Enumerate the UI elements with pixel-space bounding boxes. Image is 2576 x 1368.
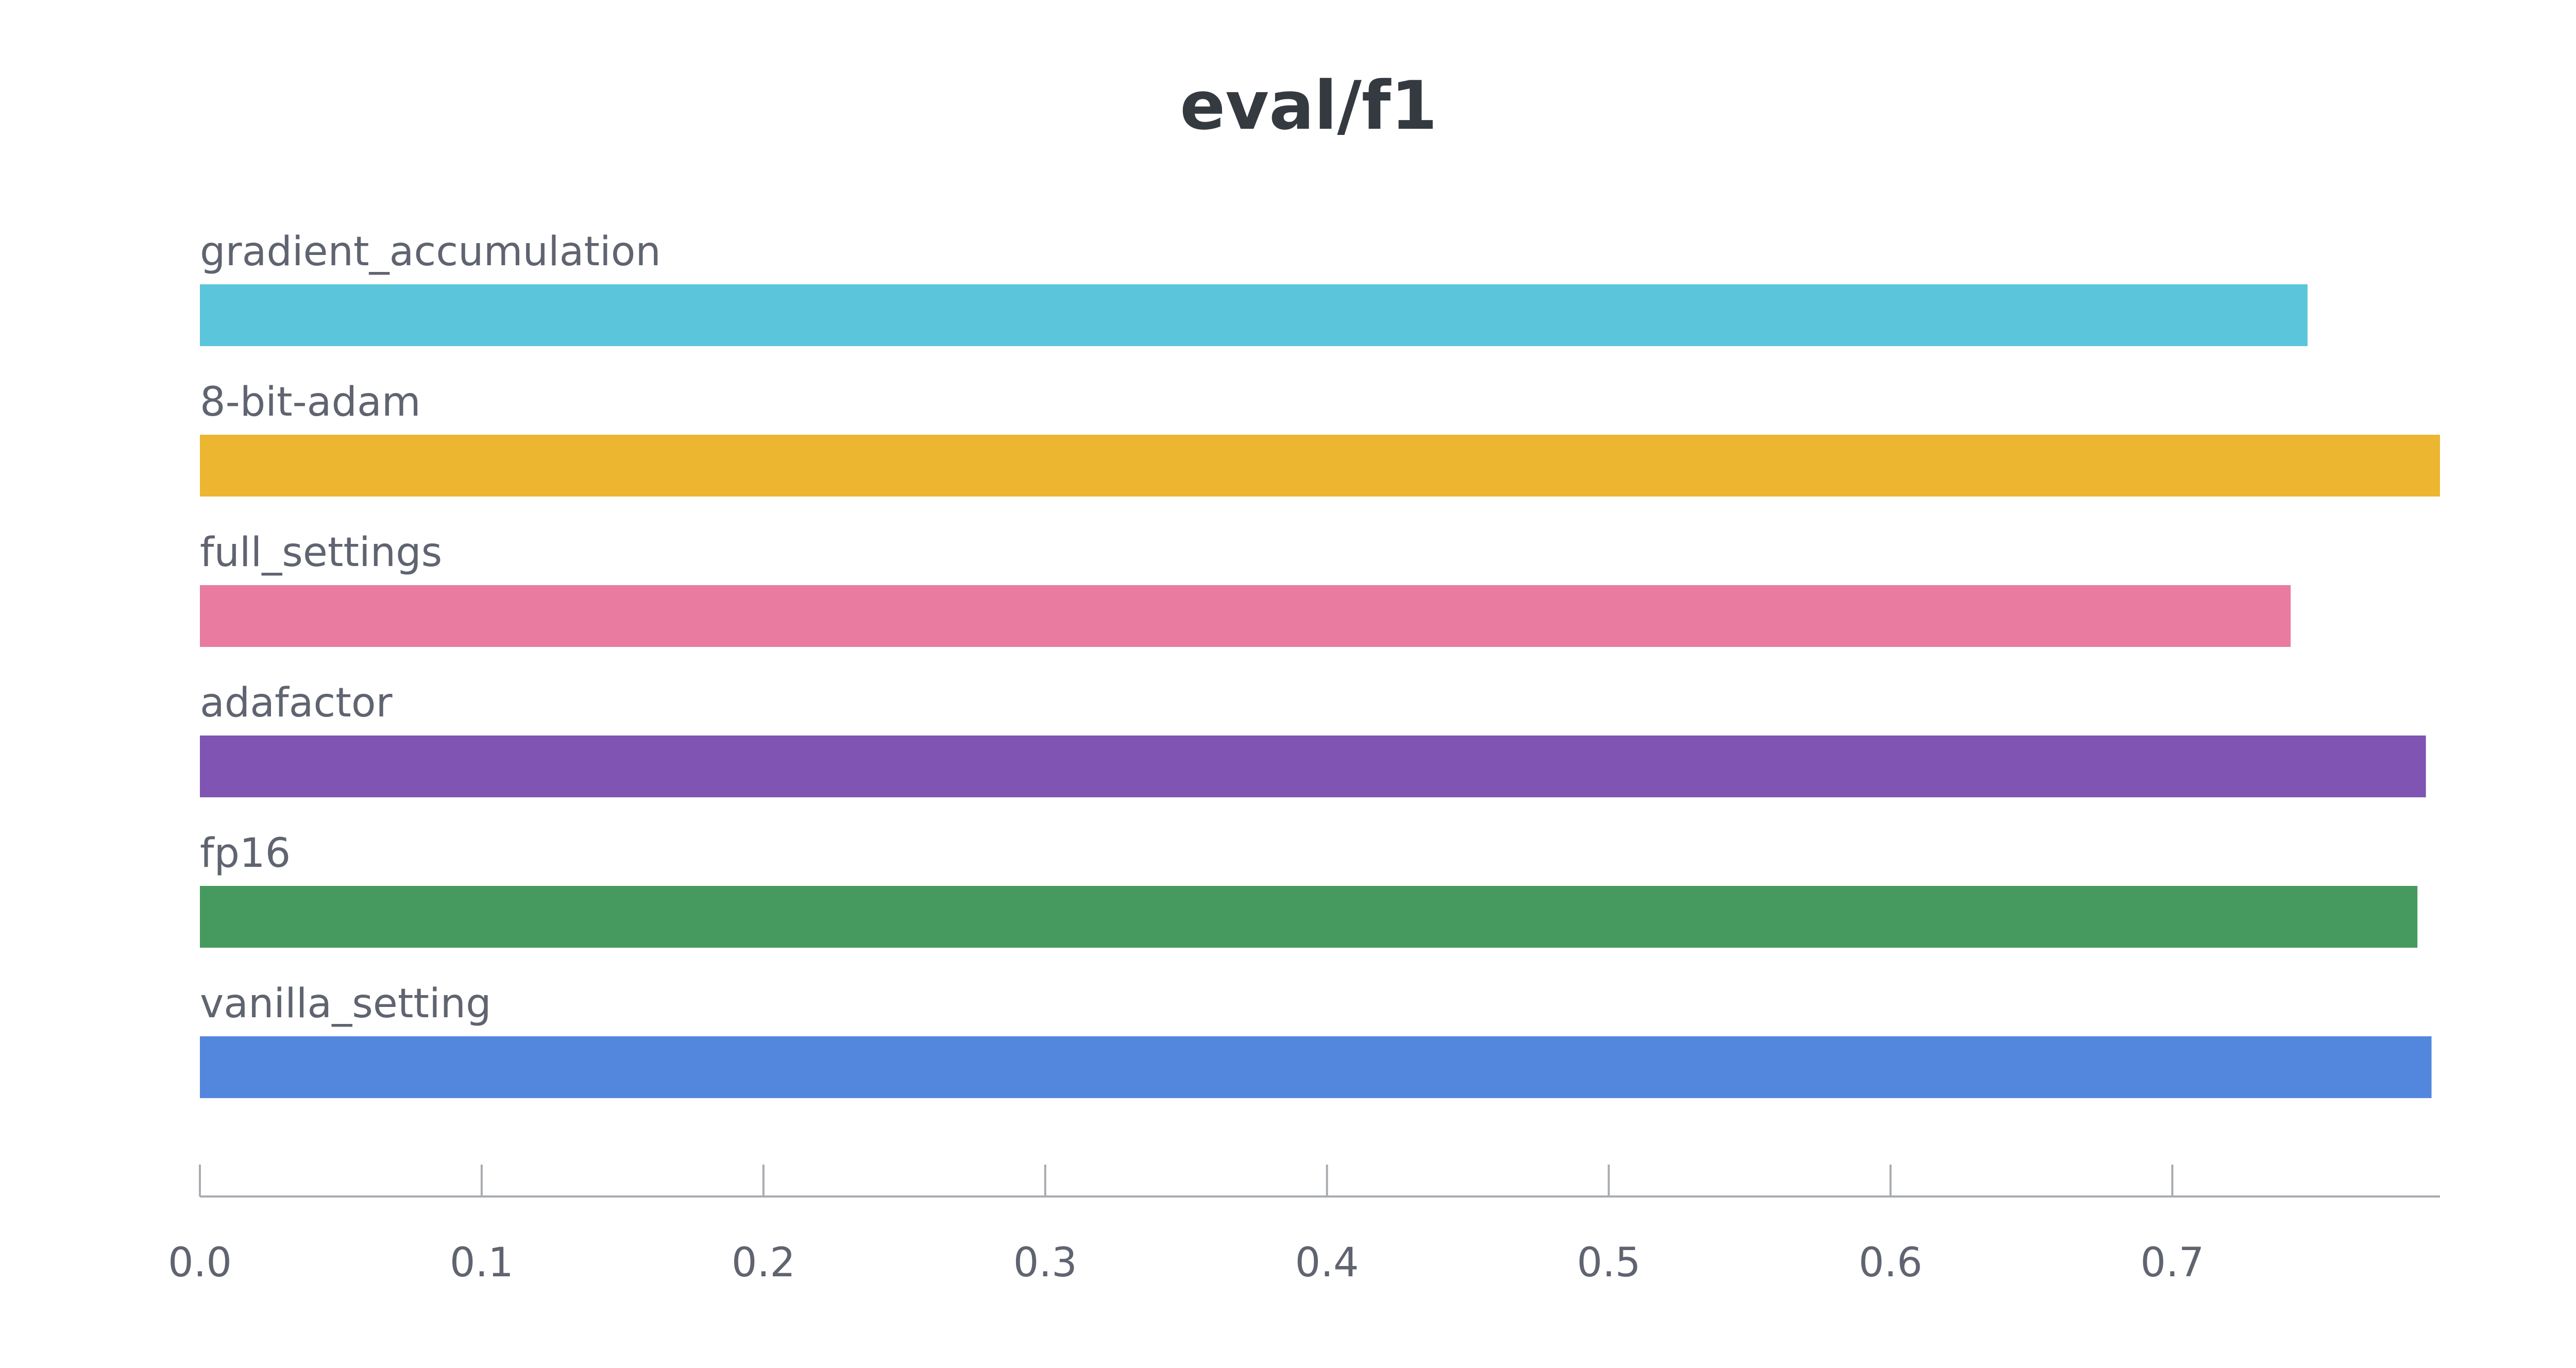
bar-label: full_settings xyxy=(200,529,442,576)
x-tick-label: 0.7 xyxy=(2140,1240,2204,1286)
bar-label: adafactor xyxy=(200,680,393,726)
bar-label: vanilla_setting xyxy=(200,981,492,1027)
x-tick-label: 0.4 xyxy=(1295,1240,1359,1286)
bar-label: gradient_accumulation xyxy=(200,229,661,275)
chart-title: eval/f1 xyxy=(1180,66,1437,145)
bar-label: fp16 xyxy=(200,830,291,877)
bar[interactable] xyxy=(200,585,2291,647)
bar[interactable] xyxy=(200,435,2440,497)
bar[interactable] xyxy=(200,736,2426,797)
x-tick-label: 0.2 xyxy=(732,1240,795,1286)
bar-label: 8-bit-adam xyxy=(200,379,421,425)
bar[interactable] xyxy=(200,886,2418,948)
x-tick-label: 0.6 xyxy=(1858,1240,1922,1286)
x-axis: 0.0 0.1 0.2 0.3 0.4 0.5 0.6 0.7 xyxy=(168,1165,2440,1286)
bar[interactable] xyxy=(200,284,2308,346)
bars-group: gradient_accumulation 8-bit-adam full_sett… xyxy=(200,229,2440,1098)
x-tick-label: 0.1 xyxy=(450,1240,514,1286)
x-tick-label: 0.5 xyxy=(1577,1240,1641,1286)
x-tick-label: 0.3 xyxy=(1013,1240,1077,1286)
x-tick-label: 0.0 xyxy=(168,1240,232,1286)
bar[interactable] xyxy=(200,1036,2432,1098)
